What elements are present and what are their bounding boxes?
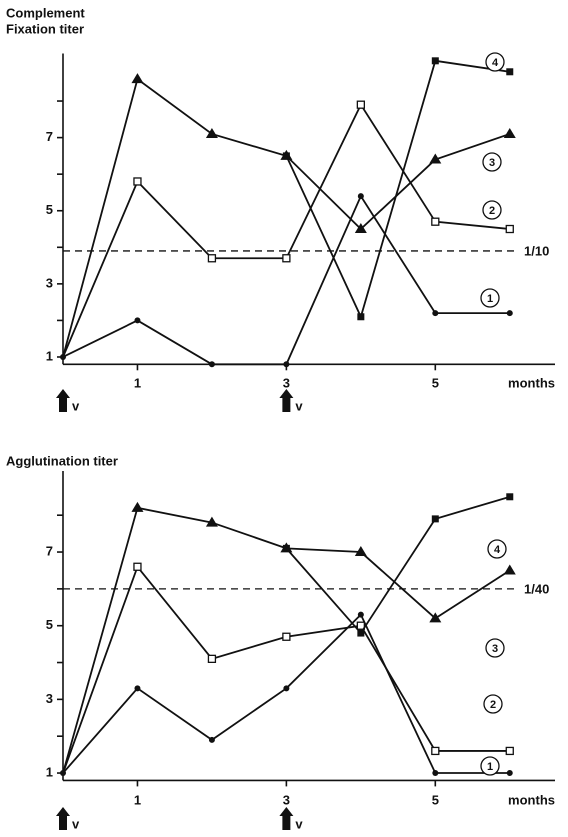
vaccination-arrow <box>279 389 294 412</box>
y-tick-label: 3 <box>46 691 53 706</box>
marker <box>506 493 514 501</box>
marker <box>205 127 218 138</box>
x-axis-title: months <box>508 792 555 807</box>
marker <box>207 654 217 663</box>
marker <box>208 361 215 368</box>
marker <box>429 612 442 623</box>
x-axis-title: months <box>508 375 555 390</box>
vaccination-label: v <box>72 398 80 413</box>
series-label: 1 <box>487 293 493 305</box>
marker <box>282 632 291 641</box>
marker <box>432 770 439 777</box>
marker <box>506 770 513 777</box>
origin-marker <box>60 353 66 360</box>
series-line <box>285 59 510 320</box>
vaccination-arrow <box>56 807 70 830</box>
series-label: 3 <box>489 157 495 169</box>
marker <box>283 361 290 368</box>
series-label: 4 <box>492 57 499 69</box>
marker <box>505 746 514 756</box>
y-axis-title: Fixation titer <box>6 21 84 36</box>
x-tick-label: 5 <box>432 375 439 390</box>
series-line <box>62 77 511 358</box>
marker <box>282 152 290 160</box>
series-label-ring <box>480 288 500 308</box>
marker <box>357 611 364 618</box>
marker <box>207 254 217 263</box>
marker <box>505 224 514 234</box>
series-label-ring <box>487 539 507 559</box>
series-line <box>285 495 511 635</box>
marker <box>208 736 215 743</box>
series-line <box>62 564 510 774</box>
marker <box>356 100 365 109</box>
marker <box>134 317 141 324</box>
reference-label: 1/40 <box>524 581 549 596</box>
y-tick-label: 7 <box>46 543 53 558</box>
marker <box>282 544 290 552</box>
vaccination-arrow <box>56 389 70 412</box>
x-tick-label: 5 <box>432 792 439 807</box>
series-label-ring <box>483 694 503 714</box>
marker <box>282 254 291 263</box>
y-tick-label: 1 <box>46 764 53 779</box>
marker <box>354 546 367 557</box>
marker <box>357 313 365 321</box>
marker <box>133 562 142 571</box>
series-label-ring <box>480 756 500 776</box>
y-tick-label: 7 <box>46 129 53 144</box>
series-label-ring <box>485 52 505 72</box>
marker <box>429 153 442 164</box>
marker <box>283 685 290 692</box>
marker <box>131 501 144 512</box>
reference-label: 1/10 <box>524 243 549 258</box>
marker <box>431 746 440 756</box>
y-tick-label: 3 <box>46 275 53 290</box>
y-tick-label: 1 <box>46 348 53 363</box>
series-label: 3 <box>492 643 498 655</box>
series-label: 2 <box>489 205 495 217</box>
marker <box>506 310 513 317</box>
series-label-ring <box>485 638 505 658</box>
marker <box>205 516 218 527</box>
marker <box>506 68 514 76</box>
marker <box>503 127 516 138</box>
x-tick-label: 3 <box>283 375 290 390</box>
marker <box>131 73 144 84</box>
series-line <box>62 194 510 366</box>
y-axis-title: Complement <box>6 5 85 20</box>
marker <box>431 57 439 65</box>
x-tick-label: 1 <box>134 375 141 390</box>
series-label: 4 <box>494 544 501 556</box>
marker <box>431 515 439 523</box>
marker <box>432 310 439 317</box>
vaccination-label: v <box>295 398 303 413</box>
origin-marker <box>60 770 66 777</box>
marker <box>356 621 365 630</box>
x-tick-label: 3 <box>283 792 290 807</box>
x-tick-label: 1 <box>134 792 141 807</box>
series-label: 2 <box>490 699 496 711</box>
y-axis-title: Agglutination titer <box>6 453 118 468</box>
series-label-ring <box>482 200 502 220</box>
marker <box>134 685 141 692</box>
marker <box>357 629 365 637</box>
y-tick-label: 5 <box>46 617 53 632</box>
series-label-ring <box>482 152 502 172</box>
marker <box>431 217 440 226</box>
marker <box>357 193 364 200</box>
marker <box>354 223 367 234</box>
y-tick-label: 5 <box>46 202 53 217</box>
marker <box>133 177 142 186</box>
series-label: 1 <box>487 761 493 773</box>
marker <box>503 564 516 575</box>
vaccination-label: v <box>295 816 303 831</box>
series-line <box>62 102 510 358</box>
vaccination-label: v <box>72 816 80 831</box>
vaccination-arrow <box>279 807 294 830</box>
